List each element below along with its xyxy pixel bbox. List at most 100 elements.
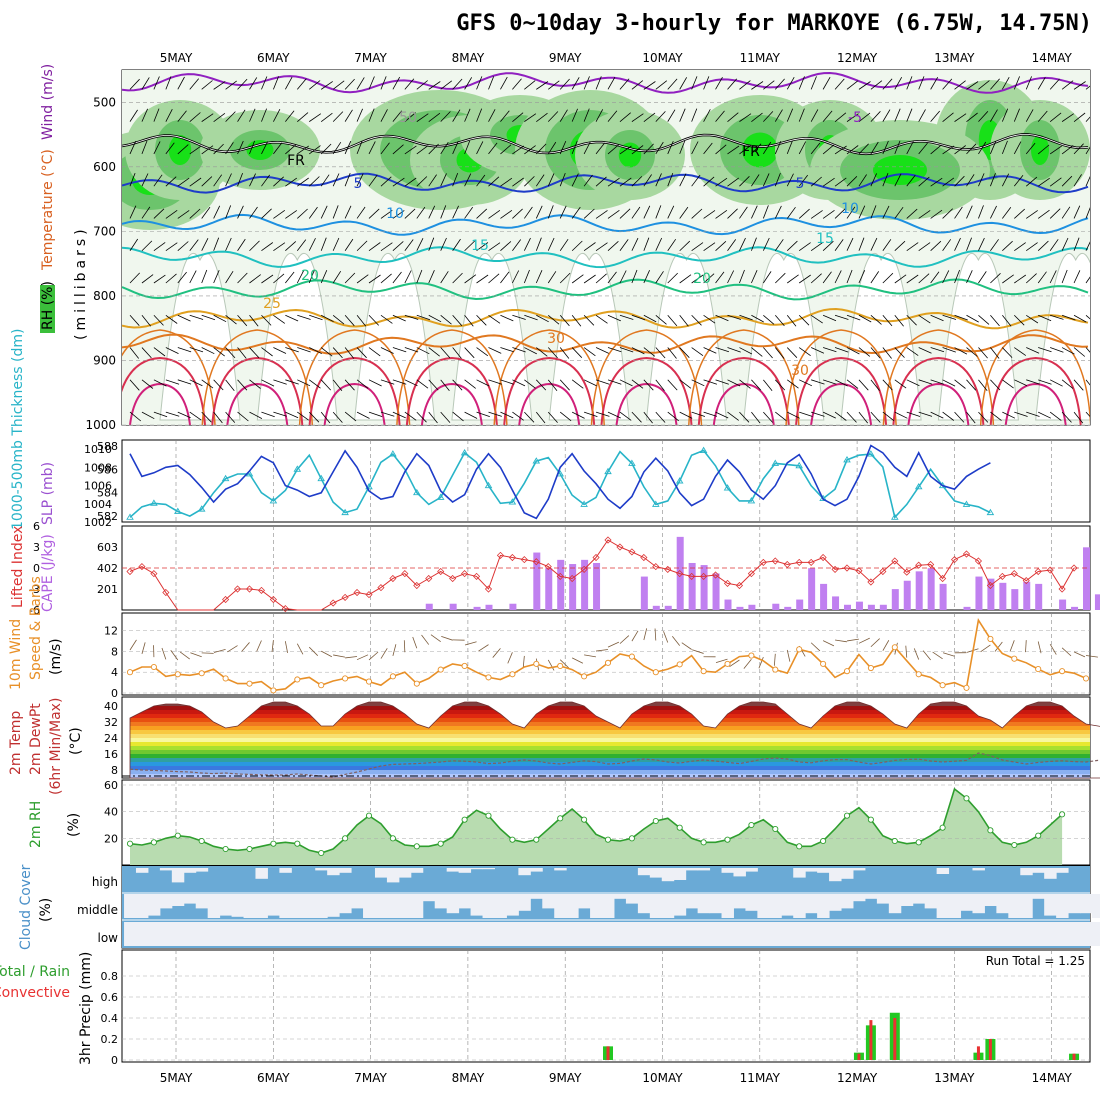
wind-barb — [1085, 314, 1090, 320]
wind-barb — [177, 76, 185, 90]
wind-barb-10m — [1009, 640, 1015, 652]
wind-barb — [1085, 146, 1090, 155]
wind-barb — [177, 177, 190, 187]
cloud-gap — [984, 894, 997, 906]
wind-barb — [285, 241, 297, 252]
wind-barb-10m — [619, 635, 630, 644]
cloud-gap — [363, 922, 376, 946]
wind-barb — [775, 78, 785, 90]
cloud-gap — [841, 868, 854, 879]
wind-barb-10m — [345, 656, 358, 659]
wind-barb — [332, 411, 343, 423]
cloud-gap — [733, 922, 746, 946]
cloud-gap — [613, 894, 627, 899]
cloud-gap — [864, 894, 878, 899]
wind-barb — [739, 113, 752, 122]
wind-barb — [1049, 208, 1061, 219]
cloud-gap — [841, 922, 854, 946]
isotherm-line-inner — [122, 134, 1089, 155]
wind-barb — [607, 314, 621, 322]
wind-barb — [237, 78, 248, 90]
wind-barb — [440, 111, 451, 122]
wind-barb — [392, 241, 404, 252]
cape-bar — [855, 601, 863, 610]
wind-barb — [1025, 176, 1038, 187]
wind-barb — [309, 379, 321, 389]
cape-bar — [425, 603, 433, 610]
wind-tick-label: 8 — [111, 645, 118, 658]
wind-barb — [404, 314, 419, 320]
rh2m-point — [1035, 832, 1042, 839]
wind-barb — [834, 270, 842, 284]
wind-barb — [715, 209, 728, 219]
wind-barb-10m — [994, 641, 1003, 652]
run-total-label: Run Total = 1.25 — [986, 954, 1085, 968]
wind-barb — [643, 347, 656, 357]
cloud-gap — [398, 922, 412, 946]
cloud-gap — [124, 894, 137, 918]
wind-barb — [1061, 237, 1069, 251]
rh2m-point — [485, 812, 492, 819]
wind-barb — [320, 112, 333, 122]
wind-barb — [452, 205, 459, 219]
panel-frame — [121, 439, 1091, 523]
cloud-gap — [374, 922, 388, 946]
cloud-gap — [829, 894, 842, 911]
rh2m-point — [437, 840, 444, 847]
wind-barb — [559, 411, 572, 422]
wind-barb — [297, 145, 310, 155]
wind-barb — [129, 315, 140, 326]
wind-barb — [344, 238, 354, 251]
lifted-index-point — [1046, 566, 1054, 574]
wind-speed-point — [843, 668, 851, 675]
wind-barb — [320, 237, 327, 251]
wind-barb — [930, 240, 942, 252]
wind-barb — [428, 205, 436, 219]
wind-barb — [966, 81, 979, 90]
wind-barb — [1002, 347, 1013, 358]
wind-barb — [428, 379, 439, 391]
wind-barb — [595, 411, 610, 417]
wind-barb — [1014, 411, 1028, 417]
wind-barb — [834, 411, 847, 421]
wind-barb — [727, 314, 742, 320]
wind-barb — [822, 240, 834, 252]
cape-bar — [987, 578, 995, 610]
lifted-index-point — [389, 574, 397, 583]
wind-barb — [296, 270, 305, 284]
cape-bar — [963, 606, 971, 610]
wind-barb — [727, 411, 739, 421]
wind-barb-10m — [1037, 641, 1042, 654]
wind-barb-10m — [758, 656, 764, 669]
wind-barb — [894, 206, 904, 219]
wind-barb — [667, 109, 676, 122]
wind-barb — [547, 314, 560, 325]
wind-barb — [894, 108, 901, 122]
wind-barb — [954, 113, 967, 122]
wind-barb — [547, 237, 555, 251]
wind-barb — [201, 238, 209, 251]
wind-barb — [547, 271, 557, 284]
rh2m-point — [963, 795, 970, 802]
cape-bar — [1059, 599, 1067, 610]
wind-barb — [344, 109, 353, 122]
cape-bar — [808, 568, 816, 610]
wind-barb — [774, 109, 783, 122]
cloud-gap — [996, 894, 1009, 914]
wind-barb — [1001, 173, 1010, 187]
wind-barb — [237, 140, 244, 155]
lifted-index-point — [723, 579, 732, 587]
wind-barb — [488, 176, 500, 187]
wind-barb — [476, 76, 483, 90]
wind-barb — [189, 270, 197, 284]
cloud-gap — [195, 922, 209, 946]
wind-barb — [536, 314, 549, 323]
wind-barb — [416, 176, 428, 187]
wind-barb — [595, 314, 608, 324]
wind-barb — [523, 237, 531, 251]
wind-speed-point — [987, 635, 994, 642]
wind-barb — [810, 273, 822, 284]
wind-barb — [834, 78, 845, 90]
wind-barb — [249, 347, 260, 359]
